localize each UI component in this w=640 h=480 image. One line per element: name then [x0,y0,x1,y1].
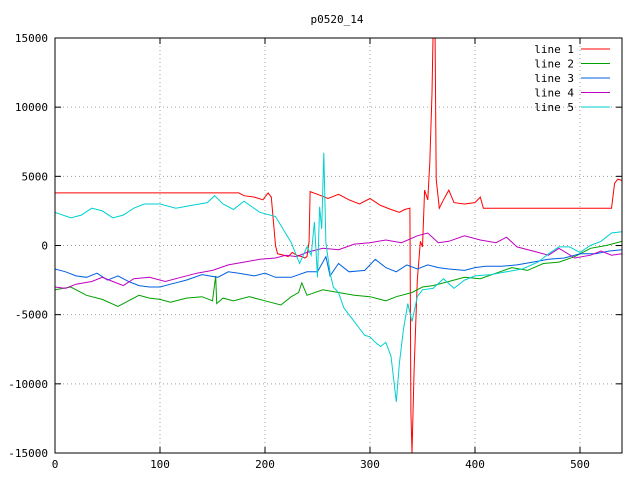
series-line-3 [55,249,622,288]
legend-label: line 5 [534,101,574,114]
x-tick-label: 100 [150,458,170,471]
x-tick-label: 300 [360,458,380,471]
legend-label: line 2 [534,58,574,71]
x-tick-label: 200 [255,458,275,471]
series-line-5 [55,152,622,402]
y-tick-label: 15000 [15,32,48,45]
series-line-4 [55,232,622,289]
grid [55,38,622,453]
plot-frame [54,37,623,454]
x-tick-label: 400 [465,458,485,471]
y-tick-label: 0 [41,240,48,253]
series-line-2 [55,240,622,307]
series-lines [55,38,622,453]
x-tick-label: 500 [570,458,590,471]
y-tick-label: -10000 [8,378,48,391]
legend-label: line 1 [534,43,574,56]
legend-label: line 4 [534,87,574,100]
y-tick-label: -15000 [8,447,48,460]
y-tick-label: -5000 [15,309,48,322]
legend-label: line 3 [534,72,574,85]
x-tick-label: 0 [52,458,59,471]
axis-ticks: 0 100 200 300 400 500 -15000 -10000 -5000 0 5000 10… [8,32,622,471]
y-tick-label: 10000 [15,101,48,114]
y-tick-label: 5000 [22,170,49,183]
chart-title: p0520_14 [311,13,364,26]
